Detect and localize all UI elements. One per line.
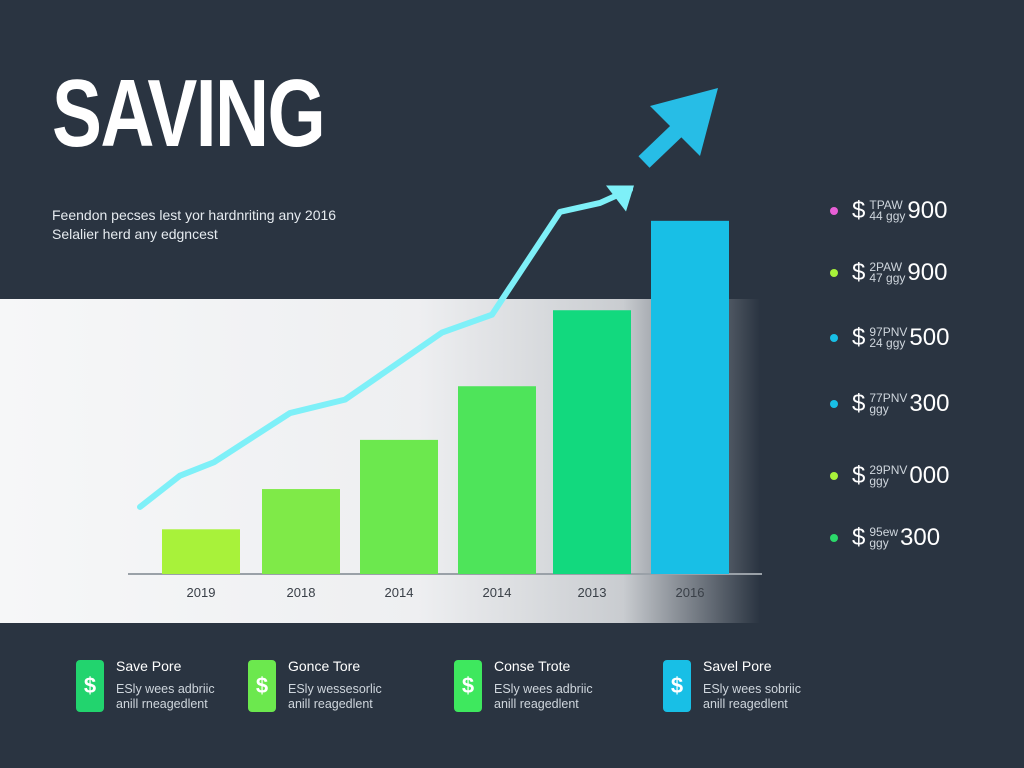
tile-desc-line-2: anill rneagedlent	[116, 697, 208, 711]
tile-title: Gonce Tore	[288, 658, 361, 674]
bar	[651, 220, 729, 574]
legend-item: $ TPAW 44 ggy 900	[830, 196, 947, 226]
tile-desc-line-1: ESly wees adbriic	[494, 682, 593, 696]
legend-code-bottom: ggy	[869, 474, 889, 488]
tile-desc-line-2: anill reagedlent	[703, 697, 788, 711]
legend-code-bottom: 47 ggy	[869, 271, 906, 285]
legend-code: 2PAW 47 ggy	[869, 260, 906, 285]
legend-code-bottom: ggy	[869, 536, 889, 550]
page-subtitle: Feendon pecses lest yor hardnriting any …	[52, 206, 382, 244]
dollar-icon: $	[76, 660, 104, 712]
dollar-icon: $	[454, 660, 482, 712]
legend-code: 77PNV ggy	[869, 391, 908, 416]
legend-code-top: 29PNV	[869, 463, 908, 477]
legend-item: $ 2PAW 47 ggy 900	[830, 258, 947, 288]
legend-currency: $	[852, 462, 866, 489]
legend-value: 500	[909, 324, 950, 351]
legend-code-bottom: 44 ggy	[869, 209, 906, 223]
legend-code: 29PNV ggy	[869, 463, 908, 488]
legend-code: TPAW 44 ggy	[869, 198, 906, 223]
legend-code-top: 2PAW	[869, 260, 903, 274]
bar	[553, 310, 631, 574]
tile-text: Save Pore ESly wees adbriic anill rneage…	[116, 658, 215, 712]
x-tick-label: 2013	[578, 585, 607, 600]
legend-currency: $	[852, 524, 866, 551]
tile-title: Conse Trote	[494, 658, 571, 674]
legend-code-top: 97PNV	[869, 325, 908, 339]
legend-code-top: TPAW	[869, 198, 903, 212]
summary-tile: $ Savel Pore ESly wees sobriic anill rea…	[663, 658, 801, 712]
legend-value: 300	[909, 390, 950, 417]
legend-dot	[830, 400, 838, 408]
x-tick-label: 2014	[385, 585, 414, 600]
legend-item: $ 97PNV 24 ggy 500	[830, 323, 949, 353]
subtitle-line-1: Feendon pecses lest yor hardnriting any …	[52, 207, 337, 223]
trend-arrowhead	[606, 185, 634, 212]
bar	[360, 439, 438, 574]
legend-currency: $	[852, 197, 866, 224]
legend-dot	[830, 534, 838, 542]
x-tick-label: 2019	[187, 585, 216, 600]
legend-currency: $	[852, 390, 866, 417]
summary-tile: $ Conse Trote ESly wees adbriic anill re…	[454, 658, 593, 712]
summary-tiles: $ Save Pore ESly wees adbriic anill rnea…	[0, 650, 1024, 730]
legend-value: 900	[907, 197, 948, 224]
tile-title: Save Pore	[116, 658, 182, 674]
legend-code-top: 95ew	[869, 525, 899, 539]
legend-code-bottom: 24 ggy	[869, 336, 906, 350]
legend-item: $ 77PNV ggy 300	[830, 389, 949, 419]
legend-dot	[830, 269, 838, 277]
subtitle-line-2: Selalier herd any edgncest	[52, 226, 218, 242]
legend-item: $ 29PNV ggy 000	[830, 461, 949, 491]
legend-item: $ 95ew ggy 300	[830, 523, 940, 553]
tile-desc-line-2: anill reagedlent	[494, 697, 579, 711]
legend-dot	[830, 334, 838, 342]
bar	[458, 386, 536, 574]
bar	[262, 489, 340, 574]
x-tick-label: 2014	[483, 585, 512, 600]
growth-arrow-head	[650, 88, 718, 156]
tile-desc-line-1: ESly wees adbriic	[116, 682, 215, 696]
legend-code-bottom: ggy	[869, 402, 889, 416]
tile-text: Conse Trote ESly wees adbriic anill reag…	[494, 658, 593, 712]
tile-title: Savel Pore	[703, 658, 772, 674]
legend-dot	[830, 472, 838, 480]
legend-value: 300	[900, 524, 941, 551]
dollar-icon: $	[248, 660, 276, 712]
tile-desc-line-1: ESly wees sobriic	[703, 682, 801, 696]
legend-currency: $	[852, 259, 866, 286]
trend-line	[137, 186, 633, 510]
page-title: SAVING	[52, 60, 326, 167]
tile-text: Gonce Tore ESly wessesorlic anill reaged…	[288, 658, 382, 712]
legend-currency: $	[852, 324, 866, 351]
legend: $ TPAW 44 ggy 900 $ 2PAW 47 ggy 900 $ 97…	[830, 0, 1020, 768]
x-tick-label: 2018	[287, 585, 316, 600]
bar	[162, 529, 240, 574]
legend-value: 000	[909, 462, 950, 489]
x-tick-label: 2016	[676, 585, 705, 600]
summary-tile: $ Save Pore ESly wees adbriic anill rnea…	[76, 658, 215, 712]
legend-dot	[830, 207, 838, 215]
legend-code-top: 77PNV	[869, 391, 908, 405]
legend-code: 95ew ggy	[869, 525, 899, 550]
tile-desc-line-1: ESly wessesorlic	[288, 682, 382, 696]
tile-desc-line-2: anill reagedlent	[288, 697, 373, 711]
legend-code: 97PNV 24 ggy	[869, 325, 908, 350]
summary-tile: $ Gonce Tore ESly wessesorlic anill reag…	[248, 658, 382, 712]
legend-value: 900	[907, 259, 948, 286]
dollar-icon: $	[663, 660, 691, 712]
tile-text: Savel Pore ESly wees sobriic anill reage…	[703, 658, 801, 712]
